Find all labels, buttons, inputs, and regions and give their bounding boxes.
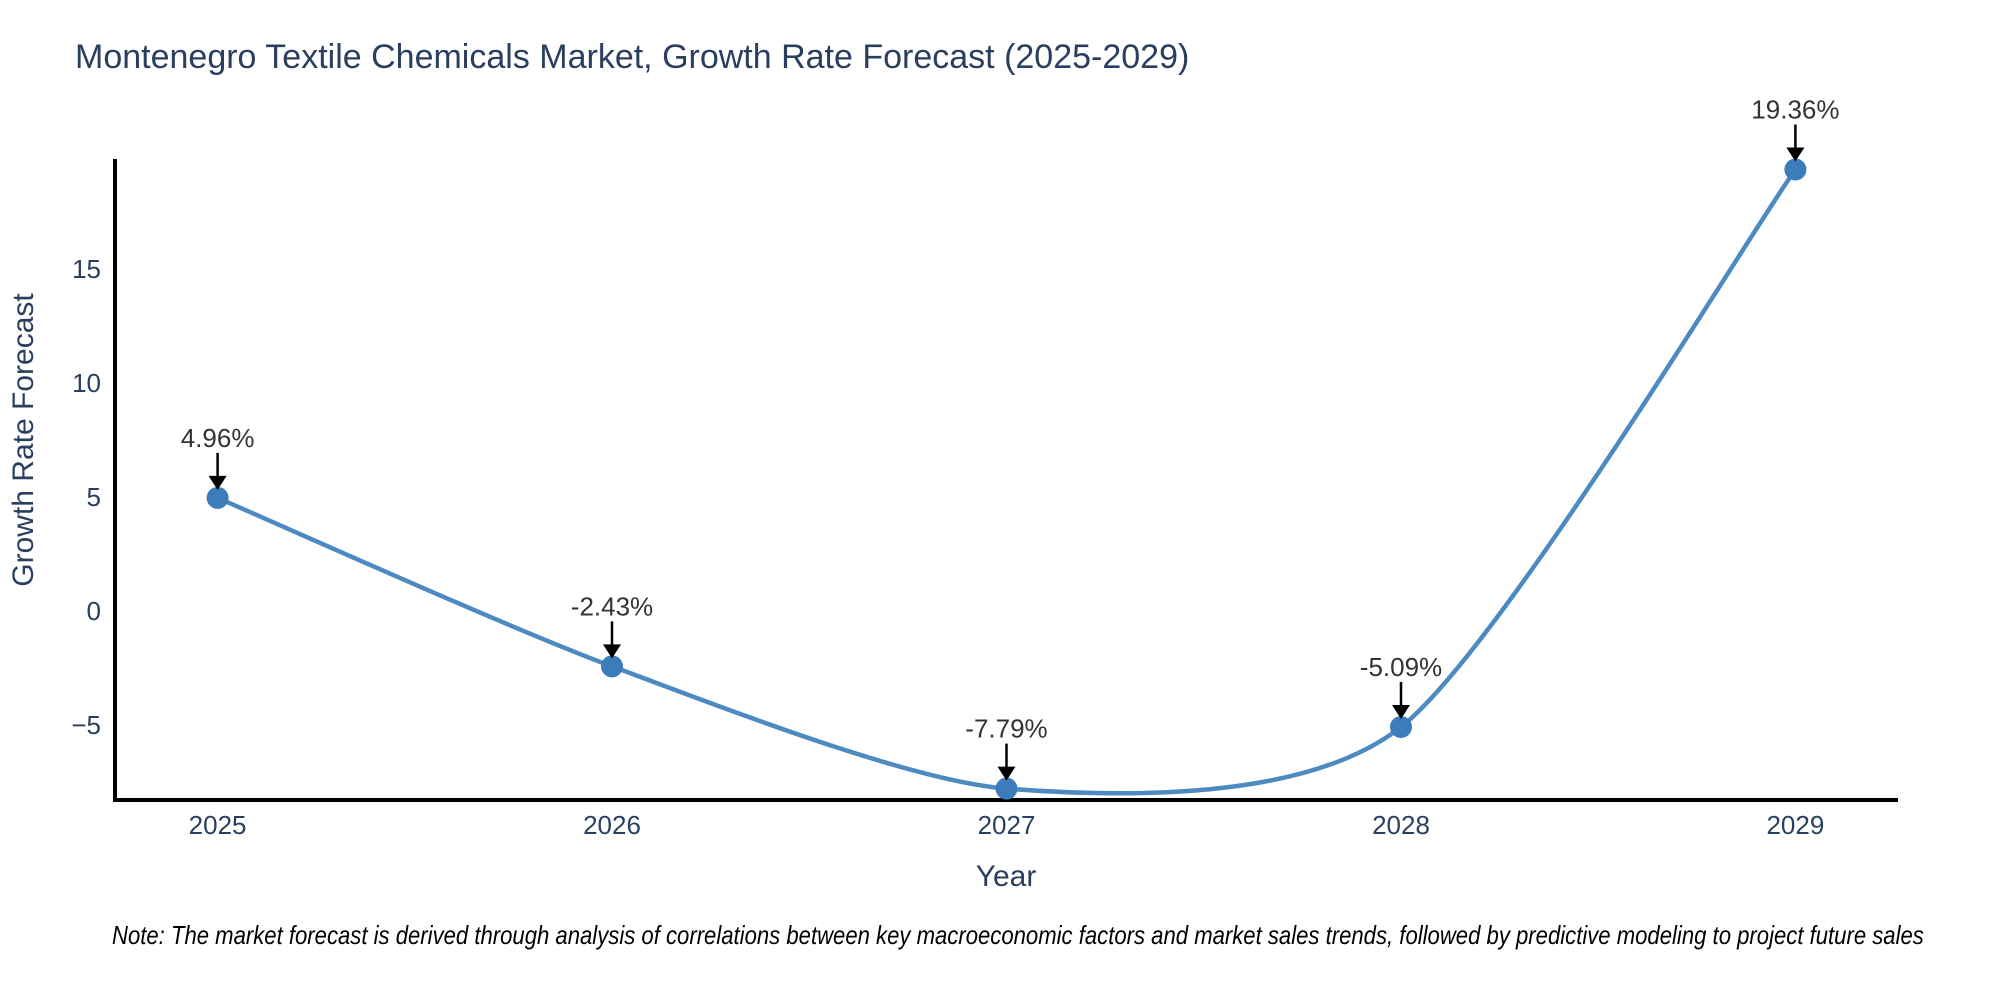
x-tick-label: 2027	[978, 810, 1036, 840]
annotation-label: 19.36%	[1751, 95, 1839, 125]
footnote: Note: The market forecast is derived thr…	[112, 920, 1924, 950]
data-point-2025[interactable]	[206, 486, 229, 509]
annotation-label: -7.79%	[965, 714, 1047, 744]
x-tick-label: 2028	[1372, 810, 1430, 840]
data-point-2026[interactable]	[601, 655, 623, 678]
annotation-arrowhead	[208, 475, 227, 490]
annotation-arrowhead	[1392, 705, 1410, 719]
x-tick-label: 2025	[189, 810, 247, 840]
x-tick-label: 2026	[583, 810, 641, 840]
x-axis-title: Year	[975, 860, 1037, 893]
annotation-arrowhead	[603, 644, 621, 659]
forecast-line	[215, 167, 1798, 796]
x-tick-label: 2029	[1766, 810, 1824, 840]
axes-lines	[113, 159, 1898, 802]
y-tick-label: 10	[72, 368, 101, 398]
annotation-arrowhead	[997, 766, 1016, 781]
annotation-label: -2.43%	[571, 591, 653, 621]
y-tick-label: 15	[72, 254, 101, 284]
chart-title: Montenegro Textile Chemicals Market, Gro…	[75, 38, 1190, 76]
y-tick-label: 5	[87, 482, 101, 512]
y-tick-label: −5	[71, 710, 101, 740]
data-point-2029[interactable]	[1784, 158, 1807, 181]
y-tick-label: 0	[87, 596, 101, 626]
data-point-2027[interactable]	[995, 777, 1018, 800]
annotation-label: 4.96%	[181, 423, 255, 453]
annotation-arrowhead	[1786, 147, 1805, 162]
annotation-label: -5.09%	[1360, 652, 1442, 682]
data-point-2028[interactable]	[1390, 716, 1412, 738]
